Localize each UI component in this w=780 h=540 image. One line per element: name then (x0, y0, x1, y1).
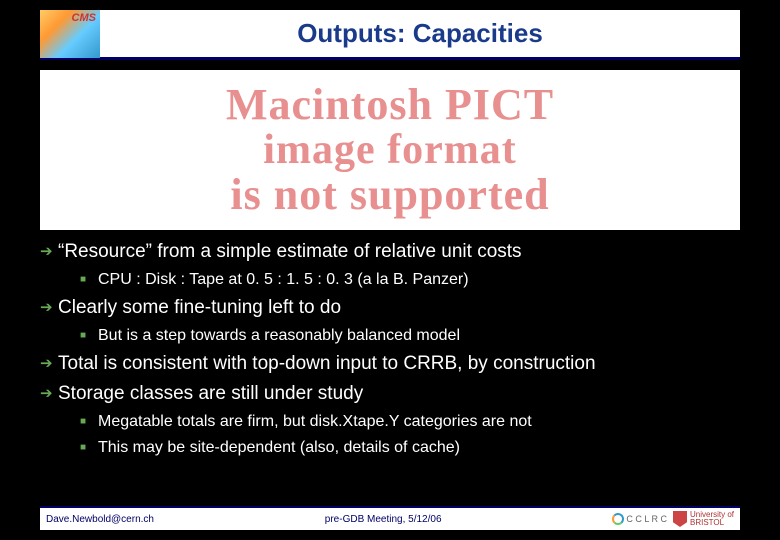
bristol-shield-icon (673, 511, 687, 527)
sub-bullet-item: ■ Megatable totals are firm, but disk.Xt… (80, 412, 740, 432)
bullet-text: Storage classes are still under study (58, 382, 363, 406)
bullet-item: ➔ Total is consistent with top-down inpu… (40, 352, 740, 376)
sub-bullet-item: ■ This may be site-dependent (also, deta… (80, 438, 740, 458)
arrow-icon: ➔ (40, 296, 58, 320)
slide-footer: Dave.Newbold@cern.ch pre-GDB Meeting, 5/… (40, 506, 740, 530)
footer-email: Dave.Newbold@cern.ch (46, 514, 154, 525)
sub-bullet-text: This may be site-dependent (also, detail… (98, 438, 460, 458)
slide-header: CMS Outputs: Capacities (40, 10, 740, 60)
bristol-text: University of BRISTOL (690, 511, 734, 527)
footer-logos: C C L R C University of BRISTOL (612, 511, 734, 527)
bullet-item: ➔ Storage classes are still under study (40, 382, 740, 406)
cclrc-text: C C L R C (626, 514, 667, 524)
bullet-item: ➔ “Resource” from a simple estimate of r… (40, 240, 740, 264)
cms-logo-text: CMS (72, 12, 96, 24)
square-icon: ■ (80, 438, 98, 458)
sub-bullet-text: Megatable totals are firm, but disk.Xtap… (98, 412, 532, 432)
square-icon: ■ (80, 270, 98, 290)
sub-bullet-text: But is a step towards a reasonably balan… (98, 326, 460, 346)
arrow-icon: ➔ (40, 352, 58, 376)
cclrc-logo: C C L R C (612, 513, 667, 525)
bullet-text: Clearly some fine-tuning left to do (58, 296, 341, 320)
bullet-text: “Resource” from a simple estimate of rel… (58, 240, 522, 264)
sub-bullet-item: ■ But is a step towards a reasonably bal… (80, 326, 740, 346)
arrow-icon: ➔ (40, 382, 58, 406)
square-icon: ■ (80, 412, 98, 432)
pict-line-2: image format (263, 128, 516, 172)
slide-title: Outputs: Capacities (100, 18, 740, 49)
bristol-logo: University of BRISTOL (673, 511, 734, 527)
bullet-item: ➔ Clearly some fine-tuning left to do (40, 296, 740, 320)
arrow-icon: ➔ (40, 240, 58, 264)
footer-meeting: pre-GDB Meeting, 5/12/06 (325, 514, 442, 525)
bullet-text: Total is consistent with top-down input … (58, 352, 596, 376)
sub-bullet-item: ■ CPU : Disk : Tape at 0. 5 : 1. 5 : 0. … (80, 270, 740, 290)
pict-error-banner: Macintosh PICT image format is not suppo… (40, 70, 740, 230)
pict-line-3: is not supported (230, 172, 549, 218)
cclrc-circle-icon (612, 513, 624, 525)
cms-logo: CMS (40, 10, 100, 58)
sub-bullet-text: CPU : Disk : Tape at 0. 5 : 1. 5 : 0. 3 … (98, 270, 469, 290)
bristol-line2: BRISTOL (690, 519, 734, 527)
square-icon: ■ (80, 326, 98, 346)
pict-line-1: Macintosh PICT (226, 82, 554, 128)
bullet-content: ➔ “Resource” from a simple estimate of r… (40, 240, 740, 464)
